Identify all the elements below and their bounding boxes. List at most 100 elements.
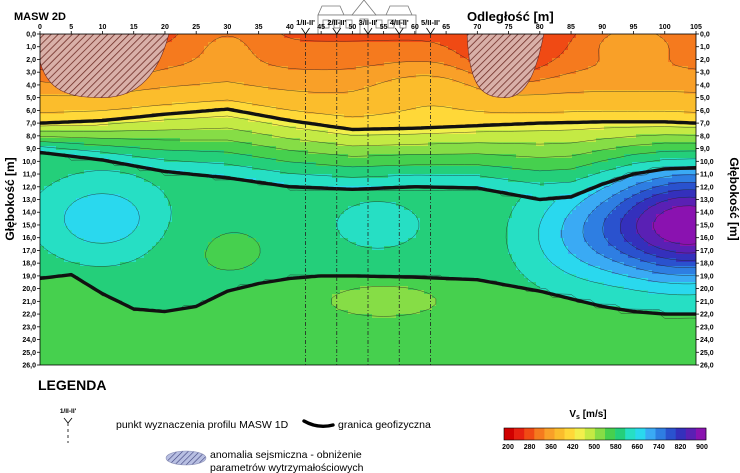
heat-cell [648,90,653,95]
heat-cell [472,86,477,91]
heat-cell [572,38,577,43]
heat-cell [404,70,409,75]
heat-cell [40,138,45,143]
heat-cell [180,114,185,119]
heat-cell [548,142,553,147]
heat-cell [368,78,373,83]
heat-cell [52,102,57,107]
heat-cell [444,122,449,127]
heat-cell [152,146,157,151]
heat-cell [288,70,293,75]
heat-cell [248,94,253,99]
heat-cell [120,122,125,127]
heat-cell [660,54,665,59]
heat-cell [164,106,169,111]
heat-cell [692,130,696,135]
heat-cell [288,82,293,87]
heat-cell [204,70,209,75]
heat-cell [416,66,421,71]
heat-cell [156,126,161,131]
heat-cell [328,142,333,147]
heat-cell [240,82,245,87]
heat-cell [476,118,481,123]
heat-cell [640,62,645,67]
heat-cell [444,74,449,79]
heat-cell [72,150,77,155]
heat-cell [236,78,241,83]
heat-cell [200,74,205,79]
heat-cell [144,134,149,139]
heat-cell [252,146,257,151]
heat-cell [688,138,693,143]
heat-cell [240,122,245,127]
heat-cell [420,54,425,59]
heat-cell [380,42,385,47]
heat-cell [508,118,513,123]
heat-cell [640,150,645,155]
heat-cell [304,142,309,147]
heat-cell [668,38,673,43]
heat-cell [516,102,521,107]
heat-cell [192,106,197,111]
heat-cell [76,110,81,115]
heat-cell [652,34,657,39]
heat-cell [84,150,89,155]
heat-cell [232,38,237,43]
heat-cell [168,142,173,147]
heat-cell [176,66,181,71]
heat-cell [584,46,589,51]
heat-cell [676,102,681,107]
heat-cell [224,70,229,75]
heat-cell [376,34,381,39]
heat-cell [552,50,557,55]
heat-cell [564,58,569,63]
heat-cell [608,82,613,87]
heat-cell [676,86,681,91]
heat-cell [272,154,277,159]
heat-cell [688,106,693,111]
heat-cell [452,110,457,115]
heat-cell [656,86,661,91]
heat-cell [476,106,481,111]
heat-cell [180,150,185,155]
heat-cell [560,102,565,107]
heat-cell [260,70,265,75]
heat-cell [180,98,185,103]
heat-cell [216,78,221,83]
heat-cell [176,142,181,147]
heat-cell [568,94,573,99]
heat-cell [168,58,173,63]
heat-cell [336,66,341,71]
heat-cell [684,126,689,131]
heat-cell [280,78,285,83]
heat-cell [632,146,637,151]
heat-cell [548,86,553,91]
heat-cell [400,46,405,51]
heat-cell [496,106,501,111]
heat-cell [180,90,185,95]
heat-cell [276,134,281,139]
heat-cell [264,130,269,135]
heat-cell [280,54,285,59]
heat-cell [480,98,485,103]
heat-cell [400,90,405,95]
heat-cell [256,154,261,159]
heat-cell [224,110,229,115]
heat-cell [212,98,217,103]
heat-cell [568,74,573,79]
heat-cell [592,98,597,103]
heat-cell [576,78,581,83]
heat-cell [168,66,173,71]
heat-cell [396,106,401,111]
heat-cell [316,38,321,43]
heat-cell [584,118,589,123]
heat-cell [536,126,541,131]
heat-cell [244,146,249,151]
heat-cell [260,142,265,147]
heat-cell [644,82,649,87]
heat-cell [608,98,613,103]
heat-cell [360,110,365,115]
heat-cell [352,98,357,103]
heat-cell [392,138,397,143]
heat-cell [544,134,549,139]
